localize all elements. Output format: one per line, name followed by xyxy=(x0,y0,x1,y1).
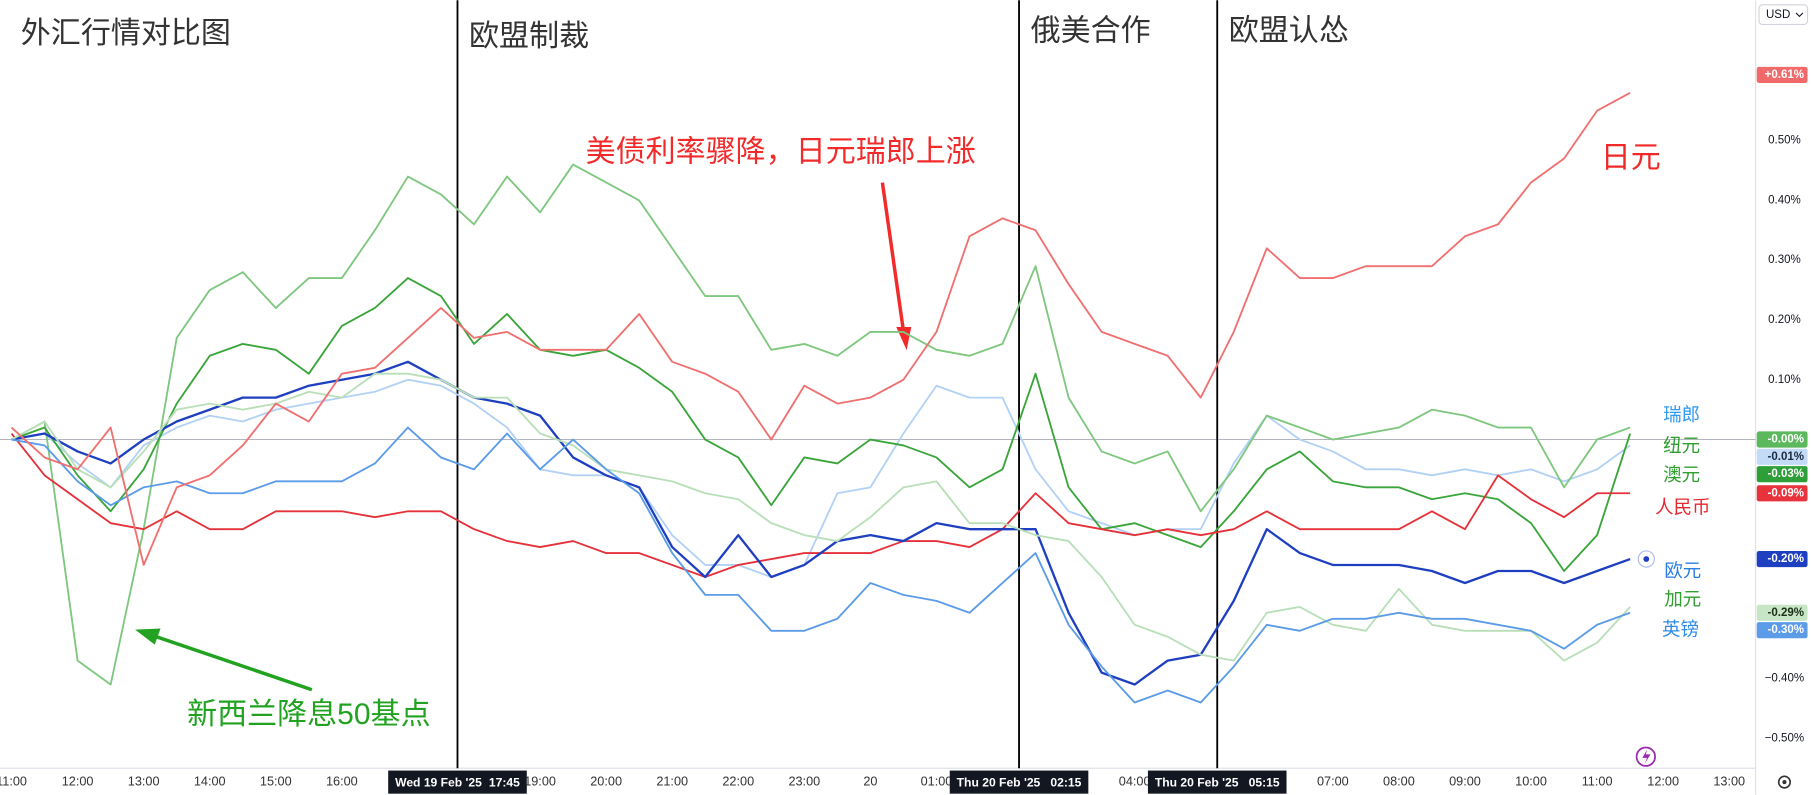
y-tick-label: 0.20% xyxy=(1768,314,1801,326)
x-tick-label: 12:00 xyxy=(1647,774,1679,788)
price-tag-label: -0.09% xyxy=(1768,487,1805,499)
event-title: 俄美合作 xyxy=(1031,14,1151,47)
y-tick-label: 0.10% xyxy=(1768,374,1801,386)
series-line xyxy=(11,360,1631,686)
currency-selector[interactable] xyxy=(1758,4,1809,26)
chart-title: 外汇行情对比图 xyxy=(21,17,231,50)
price-tag xyxy=(1756,550,1808,568)
y-tick-label: −0.40% xyxy=(1765,673,1804,685)
crosshair-label-bg xyxy=(949,770,1089,794)
settings-icon-center xyxy=(1782,780,1787,785)
crosshair-date: Wed 19 Feb '25 xyxy=(395,775,482,789)
x-tick-label: 08:00 xyxy=(1383,774,1415,788)
series-name: 纽元 xyxy=(1663,435,1700,456)
currency-label[interactable]: USD xyxy=(1766,9,1790,21)
series-line xyxy=(10,92,1631,566)
crosshair-time: 05:15 xyxy=(1249,775,1280,789)
series-line xyxy=(11,163,1631,686)
series-name: 欧元 xyxy=(1664,560,1701,581)
x-tick-label: 10:00 xyxy=(1515,774,1547,788)
x-tick-label: 13:00 xyxy=(128,774,160,788)
x-tick-label: 16:00 xyxy=(326,774,358,788)
x-tick-label: 22:00 xyxy=(722,774,754,788)
x-tick-label: 01:00 xyxy=(921,774,953,788)
price-tag xyxy=(1756,466,1808,483)
last-point-dot xyxy=(1643,556,1650,562)
price-tag-label: -0.01% xyxy=(1768,451,1805,463)
price-tag xyxy=(1756,622,1808,639)
alert-icon-bolt xyxy=(1642,749,1651,764)
crosshair-date: Thu 20 Feb '25 xyxy=(1155,775,1239,789)
price-tag-label: -0.30% xyxy=(1768,624,1805,636)
price-tag-label: -0.00% xyxy=(1768,434,1805,446)
series-name: 瑞郎 xyxy=(1663,404,1700,425)
x-tick-label: 21:00 xyxy=(656,774,688,788)
y-tick-label: 0.50% xyxy=(1768,135,1801,147)
crosshair-label-bg xyxy=(388,770,527,794)
x-tick-label: 23:00 xyxy=(788,774,820,788)
price-tag xyxy=(1756,485,1808,502)
price-tag xyxy=(1756,604,1808,621)
series-name: 澳元 xyxy=(1663,464,1700,485)
series-name: 人民币 xyxy=(1655,496,1710,517)
last-point-marker xyxy=(1637,550,1655,568)
annotation: 新西兰降息50基点 xyxy=(187,698,430,731)
x-tick-label: 14:00 xyxy=(194,774,226,788)
series-name: 英镑 xyxy=(1662,619,1699,640)
price-tag xyxy=(1756,431,1808,448)
x-tick-label: 07:00 xyxy=(1317,774,1349,788)
series-name: 日元 xyxy=(1601,142,1661,175)
price-tag-label: -0.20% xyxy=(1768,553,1805,565)
x-tick-label: 15:00 xyxy=(260,774,292,788)
x-tick-label: 20 xyxy=(863,774,877,788)
crosshair-label-bg xyxy=(1147,770,1287,794)
event-title: 欧盟认怂 xyxy=(1229,14,1349,47)
x-tick-label: 11:00 xyxy=(1582,774,1613,788)
series-line xyxy=(11,378,1631,578)
x-tick-label: 11:00 xyxy=(0,774,27,788)
x-tick-label: 20:00 xyxy=(590,774,622,788)
crosshair-time: 17:45 xyxy=(489,775,520,789)
dropdown-chevron xyxy=(1795,12,1804,18)
price-tag-label: +0.61% xyxy=(1765,69,1804,81)
annotation-arrow xyxy=(880,182,905,330)
price-tag xyxy=(1756,66,1808,83)
annotation-arrow xyxy=(155,634,313,692)
crosshair-time: 02:15 xyxy=(1050,775,1081,789)
event-title: 欧盟制裁 xyxy=(469,20,589,53)
y-tick-label: 0.30% xyxy=(1768,254,1801,266)
crosshair-date: Thu 20 Feb '25 xyxy=(957,775,1041,789)
price-tag-label: -0.29% xyxy=(1768,607,1805,619)
annotation-arrow-head xyxy=(135,628,161,645)
x-tick-label: 19:00 xyxy=(524,774,556,788)
x-tick-label: 12:00 xyxy=(62,774,94,788)
price-tag-label: -0.03% xyxy=(1768,468,1805,480)
x-tick-label: 13:00 xyxy=(1713,774,1745,788)
series-name: 加元 xyxy=(1664,589,1701,610)
x-tick-label: 04:00 xyxy=(1119,774,1151,788)
settings-icon[interactable] xyxy=(1777,775,1792,789)
series-line xyxy=(11,277,1632,572)
y-tick-label: 0.40% xyxy=(1768,194,1801,206)
y-tick-label: −0.50% xyxy=(1765,732,1804,744)
alert-icon[interactable] xyxy=(1635,746,1656,767)
series-line xyxy=(11,372,1631,662)
price-tag xyxy=(1756,448,1808,465)
x-tick-label: 09:00 xyxy=(1449,774,1481,788)
annotation: 美债利率骤降，日元瑞郎上涨 xyxy=(586,136,976,169)
series-line xyxy=(11,426,1631,704)
